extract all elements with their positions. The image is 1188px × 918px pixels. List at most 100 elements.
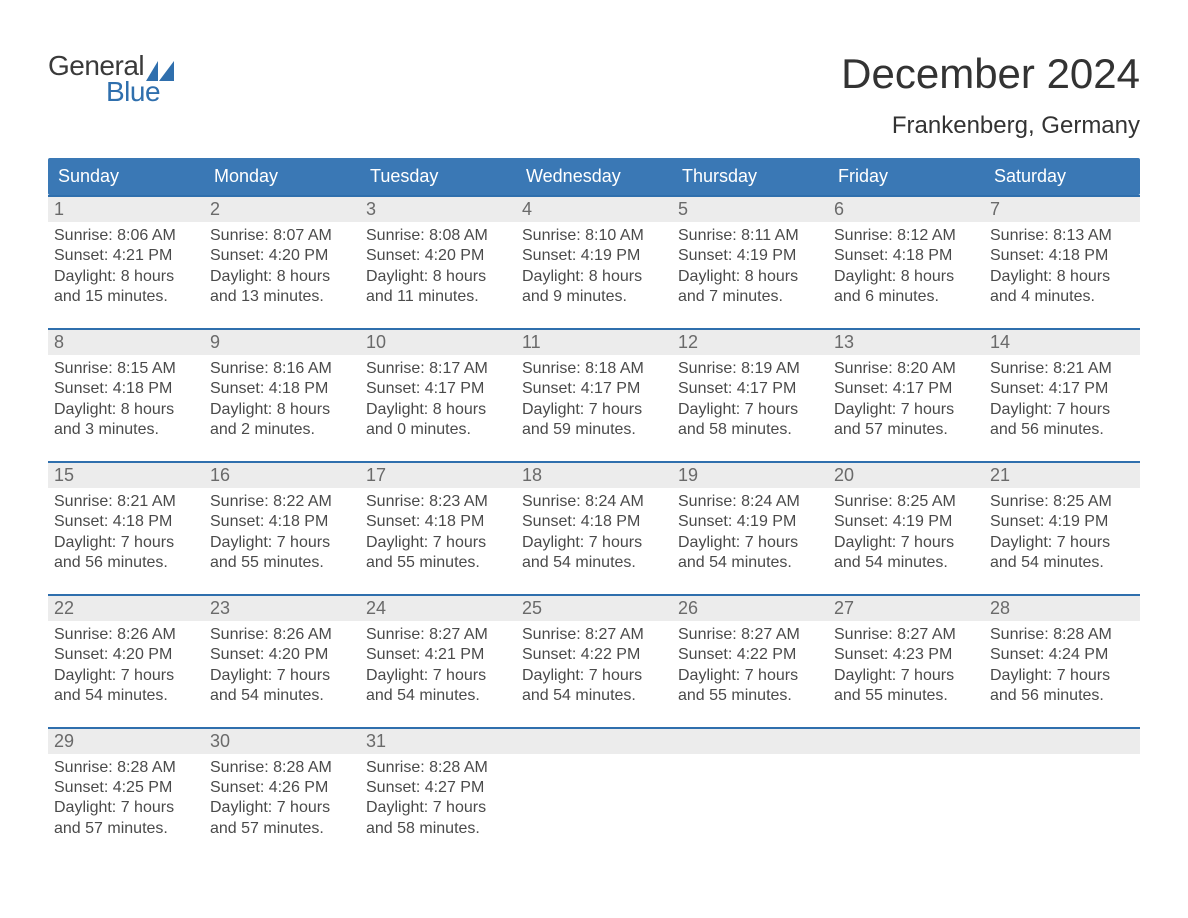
day-line-sunrise: Sunrise: 8:20 AM	[834, 359, 978, 379]
day-number: 15	[48, 463, 204, 488]
day-line-d1: Daylight: 7 hours	[522, 666, 666, 686]
weekday-header: Sunday Monday Tuesday Wednesday Thursday…	[48, 158, 1140, 195]
day-line-d2: and 54 minutes.	[54, 686, 198, 706]
day-cell	[516, 729, 672, 846]
weekday-label: Sunday	[48, 158, 204, 195]
page-title: December 2024	[841, 50, 1140, 98]
day-cell: 24Sunrise: 8:27 AMSunset: 4:21 PMDayligh…	[360, 596, 516, 713]
day-line-sunrise: Sunrise: 8:18 AM	[522, 359, 666, 379]
day-line-d2: and 54 minutes.	[210, 686, 354, 706]
day-line-sunset: Sunset: 4:19 PM	[834, 512, 978, 532]
day-line-sunset: Sunset: 4:21 PM	[54, 246, 198, 266]
day-line-sunrise: Sunrise: 8:25 AM	[990, 492, 1134, 512]
day-line-d1: Daylight: 8 hours	[210, 400, 354, 420]
day-number: 11	[516, 330, 672, 355]
day-number: 14	[984, 330, 1140, 355]
day-line-sunset: Sunset: 4:17 PM	[366, 379, 510, 399]
day-details: Sunrise: 8:23 AMSunset: 4:18 PMDaylight:…	[360, 488, 516, 580]
day-number: 16	[204, 463, 360, 488]
day-line-sunrise: Sunrise: 8:12 AM	[834, 226, 978, 246]
day-line-sunrise: Sunrise: 8:07 AM	[210, 226, 354, 246]
day-cell: 3Sunrise: 8:08 AMSunset: 4:20 PMDaylight…	[360, 197, 516, 314]
day-number: 30	[204, 729, 360, 754]
day-details: Sunrise: 8:17 AMSunset: 4:17 PMDaylight:…	[360, 355, 516, 447]
day-line-sunrise: Sunrise: 8:27 AM	[522, 625, 666, 645]
day-line-d1: Daylight: 7 hours	[990, 666, 1134, 686]
day-number: 26	[672, 596, 828, 621]
day-line-sunset: Sunset: 4:17 PM	[990, 379, 1134, 399]
day-line-d2: and 7 minutes.	[678, 287, 822, 307]
day-line-d1: Daylight: 8 hours	[54, 267, 198, 287]
weekday-label: Thursday	[672, 158, 828, 195]
day-line-sunset: Sunset: 4:27 PM	[366, 778, 510, 798]
day-line-sunrise: Sunrise: 8:26 AM	[54, 625, 198, 645]
day-number: 29	[48, 729, 204, 754]
day-details: Sunrise: 8:27 AMSunset: 4:21 PMDaylight:…	[360, 621, 516, 713]
day-line-sunrise: Sunrise: 8:19 AM	[678, 359, 822, 379]
day-line-d2: and 57 minutes.	[210, 819, 354, 839]
day-number: 21	[984, 463, 1140, 488]
calendar-page: General Blue December 2024 Frankenberg, …	[0, 0, 1188, 845]
day-line-d1: Daylight: 7 hours	[834, 666, 978, 686]
day-line-sunset: Sunset: 4:18 PM	[210, 512, 354, 532]
day-line-d2: and 4 minutes.	[990, 287, 1134, 307]
day-line-d2: and 2 minutes.	[210, 420, 354, 440]
day-details: Sunrise: 8:26 AMSunset: 4:20 PMDaylight:…	[204, 621, 360, 713]
day-line-sunrise: Sunrise: 8:24 AM	[678, 492, 822, 512]
week-row: 29Sunrise: 8:28 AMSunset: 4:25 PMDayligh…	[48, 727, 1140, 846]
day-line-sunrise: Sunrise: 8:06 AM	[54, 226, 198, 246]
day-details: Sunrise: 8:24 AMSunset: 4:18 PMDaylight:…	[516, 488, 672, 580]
day-cell: 31Sunrise: 8:28 AMSunset: 4:27 PMDayligh…	[360, 729, 516, 846]
week-row: 22Sunrise: 8:26 AMSunset: 4:20 PMDayligh…	[48, 594, 1140, 713]
day-line-d2: and 55 minutes.	[834, 686, 978, 706]
day-details: Sunrise: 8:11 AMSunset: 4:19 PMDaylight:…	[672, 222, 828, 314]
day-line-d2: and 54 minutes.	[522, 553, 666, 573]
day-line-sunrise: Sunrise: 8:10 AM	[522, 226, 666, 246]
day-line-sunset: Sunset: 4:17 PM	[834, 379, 978, 399]
day-details: Sunrise: 8:06 AMSunset: 4:21 PMDaylight:…	[48, 222, 204, 314]
day-number-empty	[516, 729, 672, 754]
day-cell: 23Sunrise: 8:26 AMSunset: 4:20 PMDayligh…	[204, 596, 360, 713]
day-line-sunset: Sunset: 4:21 PM	[366, 645, 510, 665]
day-line-sunset: Sunset: 4:20 PM	[210, 246, 354, 266]
day-number-empty	[984, 729, 1140, 754]
day-number: 31	[360, 729, 516, 754]
day-line-sunrise: Sunrise: 8:24 AM	[522, 492, 666, 512]
header: General Blue December 2024 Frankenberg, …	[48, 50, 1140, 140]
day-line-d1: Daylight: 7 hours	[210, 533, 354, 553]
day-line-sunset: Sunset: 4:18 PM	[54, 379, 198, 399]
day-cell: 5Sunrise: 8:11 AMSunset: 4:19 PMDaylight…	[672, 197, 828, 314]
day-cell: 10Sunrise: 8:17 AMSunset: 4:17 PMDayligh…	[360, 330, 516, 447]
week-row: 15Sunrise: 8:21 AMSunset: 4:18 PMDayligh…	[48, 461, 1140, 580]
day-number: 18	[516, 463, 672, 488]
week-row: 8Sunrise: 8:15 AMSunset: 4:18 PMDaylight…	[48, 328, 1140, 447]
day-number: 1	[48, 197, 204, 222]
day-line-sunrise: Sunrise: 8:28 AM	[210, 758, 354, 778]
day-number: 4	[516, 197, 672, 222]
day-cell: 26Sunrise: 8:27 AMSunset: 4:22 PMDayligh…	[672, 596, 828, 713]
day-line-d1: Daylight: 7 hours	[54, 666, 198, 686]
day-line-d1: Daylight: 7 hours	[678, 666, 822, 686]
day-line-sunrise: Sunrise: 8:27 AM	[366, 625, 510, 645]
day-cell: 17Sunrise: 8:23 AMSunset: 4:18 PMDayligh…	[360, 463, 516, 580]
day-line-sunrise: Sunrise: 8:15 AM	[54, 359, 198, 379]
day-line-d1: Daylight: 7 hours	[678, 533, 822, 553]
day-line-d2: and 13 minutes.	[210, 287, 354, 307]
day-line-sunrise: Sunrise: 8:17 AM	[366, 359, 510, 379]
day-line-sunset: Sunset: 4:19 PM	[678, 512, 822, 532]
day-line-sunset: Sunset: 4:26 PM	[210, 778, 354, 798]
day-details: Sunrise: 8:25 AMSunset: 4:19 PMDaylight:…	[828, 488, 984, 580]
weeks-container: 1Sunrise: 8:06 AMSunset: 4:21 PMDaylight…	[48, 195, 1140, 845]
day-line-sunset: Sunset: 4:22 PM	[678, 645, 822, 665]
day-line-d2: and 59 minutes.	[522, 420, 666, 440]
day-number: 8	[48, 330, 204, 355]
day-details: Sunrise: 8:07 AMSunset: 4:20 PMDaylight:…	[204, 222, 360, 314]
day-cell: 29Sunrise: 8:28 AMSunset: 4:25 PMDayligh…	[48, 729, 204, 846]
day-details: Sunrise: 8:20 AMSunset: 4:17 PMDaylight:…	[828, 355, 984, 447]
day-line-d2: and 11 minutes.	[366, 287, 510, 307]
day-line-d1: Daylight: 8 hours	[678, 267, 822, 287]
day-cell: 18Sunrise: 8:24 AMSunset: 4:18 PMDayligh…	[516, 463, 672, 580]
day-line-sunset: Sunset: 4:23 PM	[834, 645, 978, 665]
day-line-sunset: Sunset: 4:18 PM	[210, 379, 354, 399]
day-details: Sunrise: 8:28 AMSunset: 4:24 PMDaylight:…	[984, 621, 1140, 713]
